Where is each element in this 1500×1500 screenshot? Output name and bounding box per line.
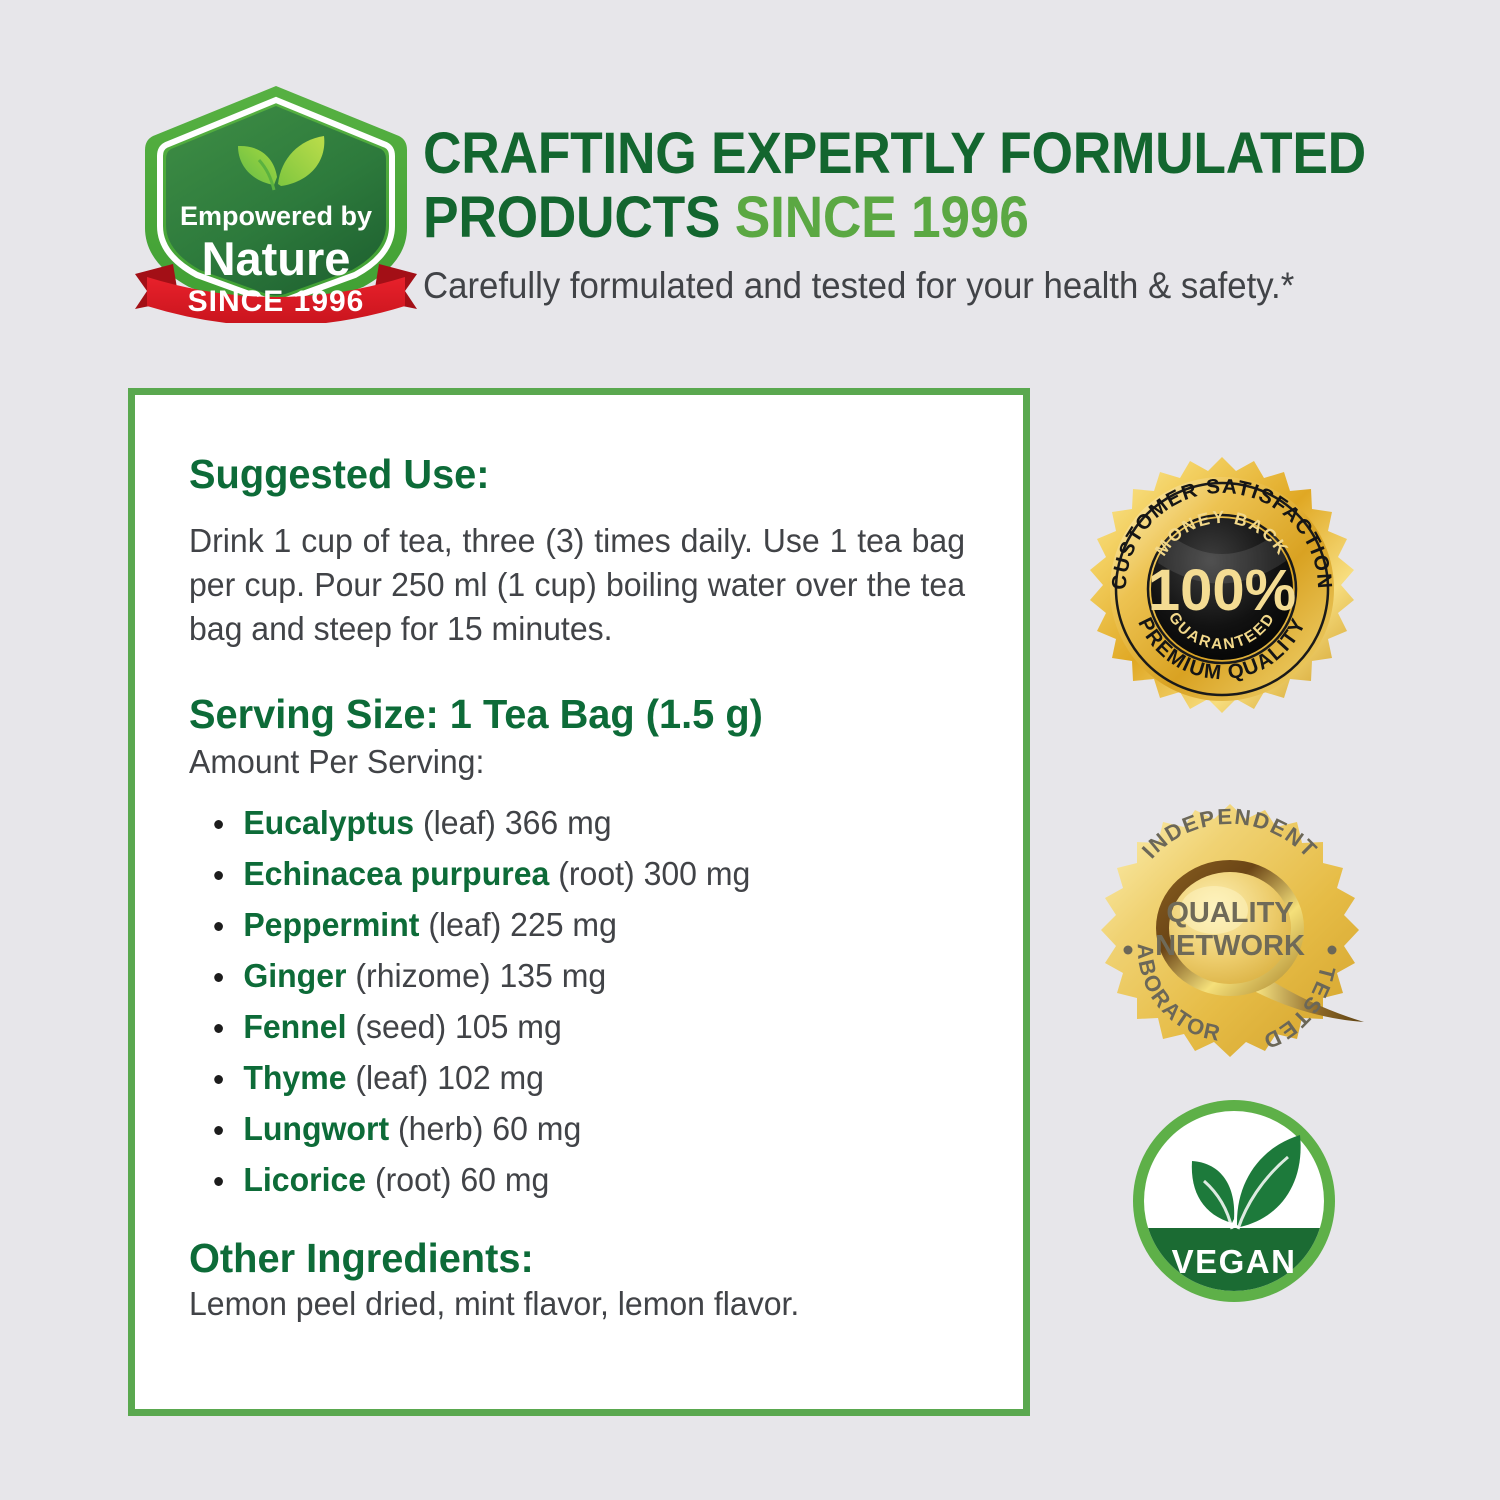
- ingredient-amount: (seed) 105 mg: [346, 1008, 562, 1045]
- ingredient-list: Eucalyptus (leaf) 366 mg Echinacea purpu…: [189, 797, 981, 1205]
- independent-lab-tested-seal: QUALITY NETWORK INDEPENDENT LABORATORY T…: [1088, 780, 1364, 1068]
- ingredient-name: Lungwort: [243, 1110, 390, 1147]
- magnifier-lens: [1169, 872, 1291, 984]
- ingredient-amount: (herb) 60 mg: [389, 1110, 582, 1147]
- leaf-icon: [1191, 1135, 1301, 1230]
- serving-size-heading: Serving Size: 1 Tea Bag (1.5 g): [189, 691, 763, 737]
- headline-products: PRODUCTS: [423, 185, 735, 250]
- headline-line-2: PRODUCTS SINCE 1996: [423, 186, 1343, 250]
- lab-seal-dot-left: [1123, 945, 1133, 955]
- other-ingredients-text: Lemon peel dried, mint flavor, lemon fla…: [189, 1285, 800, 1322]
- list-item: Licorice (root) 60 mg: [189, 1154, 957, 1205]
- ingredient-name: Fennel: [243, 1008, 347, 1045]
- badge-line2: Nature: [202, 232, 351, 285]
- leaf-icon: [238, 136, 325, 191]
- ingredient-name: Echinacea purpurea: [243, 855, 550, 892]
- magnifier-gloss: [1180, 886, 1248, 934]
- ingredient-name: Thyme: [243, 1059, 347, 1096]
- money-back-seal-svg: CUSTOMER SATISFACTION PREMIUM QUALITY MO…: [1090, 457, 1354, 713]
- list-item: Echinacea purpurea (root) 300 mg: [189, 848, 957, 899]
- vegan-badge-svg: VEGAN: [1133, 1100, 1335, 1302]
- seal-ring-line-outer: [1114, 481, 1330, 697]
- brand-badge-svg: Empowered by Nature SINCE 1996: [135, 86, 417, 326]
- lab-seal-center-line1: QUALITY: [1166, 897, 1293, 929]
- vegan-badge: VEGAN: [1128, 1095, 1340, 1307]
- shield-inner: [166, 106, 386, 296]
- money-back-guarantee-seal: CUSTOMER SATISFACTION PREMIUM QUALITY MO…: [1088, 455, 1356, 723]
- vegan-label: VEGAN: [1172, 1243, 1297, 1280]
- list-item: Eucalyptus (leaf) 366 mg: [189, 797, 957, 848]
- ingredient-amount: (leaf) 366 mg: [414, 804, 612, 841]
- ingredient-amount: (leaf) 102 mg: [346, 1059, 544, 1096]
- magnifier-handle: [1256, 976, 1364, 1022]
- seal-black-center: [1151, 518, 1293, 660]
- ingredient-name: Peppermint: [243, 906, 420, 943]
- ingredient-amount: (rhizome) 135 mg: [346, 957, 607, 994]
- empowered-by-nature-badge: Empowered by Nature SINCE 1996: [131, 78, 421, 326]
- ingredient-name: Ginger: [243, 957, 347, 994]
- seal-percent-text: 100%: [1148, 558, 1296, 623]
- list-item: Thyme (leaf) 102 mg: [189, 1052, 957, 1103]
- suggested-use-text: Drink 1 cup of tea, three (3) times dail…: [189, 522, 965, 647]
- suggested-use-heading: Suggested Use:: [189, 451, 490, 497]
- ingredient-amount: (root) 60 mg: [366, 1161, 550, 1198]
- badge-line1: Empowered by: [180, 201, 372, 231]
- supplement-facts-panel: Suggested Use: Drink 1 cup of tea, three…: [128, 388, 1030, 1416]
- ingredient-name: Eucalyptus: [243, 804, 415, 841]
- ribbon-band: [147, 277, 405, 326]
- list-item: Peppermint (leaf) 225 mg: [189, 899, 957, 950]
- seal-ring-line-inner: [1146, 513, 1298, 665]
- ingredient-amount: (leaf) 225 mg: [419, 906, 617, 943]
- lab-seal-center-line2: NETWORK: [1155, 930, 1305, 962]
- seal-gloss: [1158, 535, 1286, 584]
- lab-seal-dot-right: [1327, 945, 1337, 955]
- list-item: Ginger (rhizome) 135 mg: [189, 950, 957, 1001]
- ingredient-name: Licorice: [243, 1161, 367, 1198]
- list-item: Lungwort (herb) 60 mg: [189, 1103, 957, 1154]
- other-ingredients-heading: Other Ingredients:: [189, 1235, 534, 1281]
- header-text-block: CRAFTING EXPERTLY FORMULATED PRODUCTS SI…: [423, 122, 1423, 307]
- subheadline: Carefully formulated and tested for your…: [423, 265, 1295, 306]
- headline-line-1: CRAFTING EXPERTLY FORMULATED: [423, 121, 1366, 186]
- badge-ribbon-text: SINCE 1996: [188, 285, 365, 318]
- lab-seal-svg: QUALITY NETWORK INDEPENDENT LABORATORY T…: [1088, 780, 1364, 1057]
- amount-per-serving-label: Amount Per Serving:: [189, 743, 485, 780]
- ingredient-amount: (root) 300 mg: [549, 855, 751, 892]
- list-item: Fennel (seed) 105 mg: [189, 1001, 957, 1052]
- header-section: Empowered by Nature SINCE 1996 CRAFTING …: [0, 0, 1500, 370]
- headline-since-1996: SINCE 1996: [734, 185, 1029, 250]
